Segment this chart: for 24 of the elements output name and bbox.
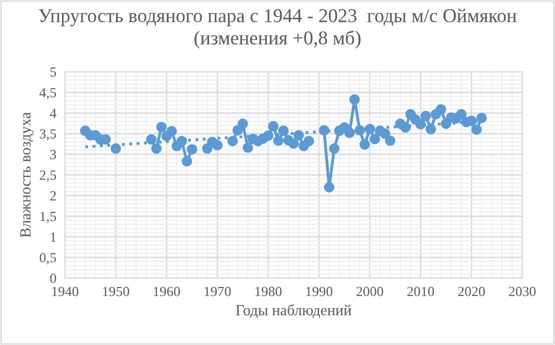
y-tick-label: 2,5	[40, 170, 56, 182]
y-tick-label: 1	[50, 232, 56, 242]
y-tick-label: 3,5	[40, 129, 56, 141]
x-tick-label: 1950	[103, 286, 130, 296]
x-tick-label: 1960	[154, 286, 180, 296]
y-tick-label: 3	[50, 150, 56, 160]
y-tick-label: 5	[50, 67, 56, 77]
x-tick-label: 1940	[52, 286, 78, 296]
x-tick-label: 2010	[407, 286, 434, 296]
x-tick-label: 2030	[508, 286, 536, 296]
x-tick-label: 2020	[458, 286, 485, 296]
y-tick-label: 0,5	[40, 253, 56, 264]
x-tick-label: 1990	[306, 286, 332, 296]
x-axis-title: Годы наблюдений	[236, 304, 352, 318]
x-tick-label: 1980	[256, 286, 282, 296]
y-tick-label: 2	[50, 191, 56, 200]
y-axis-title: Влажность воздуха	[20, 112, 34, 238]
y-tick-label: 1,5	[40, 212, 56, 224]
y-tick-label: 4,5	[40, 88, 56, 100]
y-tick-label: 0	[50, 274, 56, 284]
x-tick-label: 2000	[356, 286, 384, 296]
y-tick-label: 4	[50, 108, 56, 118]
chart-title: Упругость водяного пара с 1944 - 2023 годы м/с Оймякон (изменения +0,8 мб)	[38, 8, 516, 48]
x-tick-label: 1970	[204, 286, 231, 296]
